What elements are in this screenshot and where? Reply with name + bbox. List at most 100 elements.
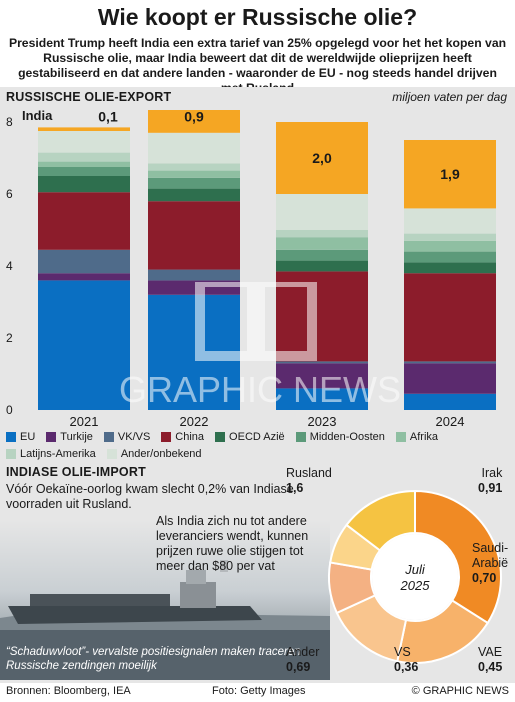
donut-center-month: Juli bbox=[404, 562, 426, 577]
x-tick-label: 2024 bbox=[436, 414, 465, 429]
bar-segment-afrika bbox=[276, 237, 368, 250]
legend-item-latijns-amerika: Latijns-Amerika bbox=[6, 448, 96, 460]
bar-segment-china bbox=[38, 192, 130, 250]
bar-segment-turkije bbox=[38, 273, 130, 281]
y-tick-label: 8 bbox=[6, 115, 13, 129]
donut-slice-ander bbox=[345, 489, 416, 552]
legend-item-china: China bbox=[161, 431, 204, 443]
bar-segment-vk-vs bbox=[404, 361, 496, 364]
bar-segment-oecd-azi- bbox=[148, 188, 240, 202]
donut-center-year: 2025 bbox=[400, 578, 431, 593]
legend-label: Ander/onbekend bbox=[120, 447, 202, 460]
bar-segment-ander-onbekend bbox=[276, 194, 368, 230]
bar-segment-eu bbox=[38, 280, 130, 410]
bar-segment-china bbox=[276, 271, 368, 362]
bar-segment-oecd-azi- bbox=[404, 262, 496, 274]
legend-swatch bbox=[215, 431, 226, 442]
legend-label: Midden-Oosten bbox=[309, 430, 385, 443]
legend-swatch bbox=[106, 448, 117, 459]
slice-label-irak: Irak 0,91 bbox=[478, 466, 503, 495]
bar-segment-latijns-amerika bbox=[148, 163, 240, 171]
india-data-label: 2,0 bbox=[312, 150, 332, 166]
x-tick-label: 2022 bbox=[180, 414, 209, 429]
export-bar-chart: 0 2 4 6 8 0,1 2021 0,9 2022 2,0 2023 1,9 2024 India bbox=[6, 110, 496, 429]
bar-segment-afrika bbox=[38, 161, 130, 167]
y-tick-label: 0 bbox=[6, 403, 13, 417]
photo-caption: “Schaduwvloot”- vervalste positiesignale… bbox=[6, 646, 301, 672]
unit-label: miljoen vaten per dag bbox=[392, 90, 507, 104]
bar-segment-vk-vs bbox=[276, 361, 368, 364]
legend-label: Latijns-Amerika bbox=[20, 447, 96, 460]
bar-segment-afrika bbox=[404, 240, 496, 252]
bar-segment-latijns-amerika bbox=[276, 230, 368, 238]
page-title: Wie koopt er Russische olie? bbox=[97, 4, 418, 30]
bar-segment-turkije bbox=[404, 363, 496, 394]
india-label: India bbox=[22, 110, 53, 123]
bar-segment-oecd-azi- bbox=[38, 176, 130, 193]
bar-segment-vk-vs bbox=[148, 269, 240, 281]
legend-swatch bbox=[6, 431, 16, 442]
bar-segment-midden-oosten bbox=[148, 177, 240, 189]
legend-label: Turkije bbox=[60, 430, 93, 443]
legend-swatch bbox=[395, 431, 406, 442]
bar-segment-china bbox=[148, 201, 240, 270]
import-note: Als India zich nu tot andere leverancier… bbox=[156, 514, 309, 573]
slice-label-rusland: Rusland 1,6 bbox=[286, 466, 332, 495]
import-intro: Vóór Oekaïne-oorlog kwam slecht 0,2% van… bbox=[6, 482, 294, 511]
india-data-label: 1,9 bbox=[440, 166, 460, 182]
bar-segment-midden-oosten bbox=[38, 167, 130, 176]
footer-copyright: © GRAPHIC NEWS bbox=[411, 685, 509, 697]
x-tick-label: 2023 bbox=[308, 414, 337, 429]
bar-segment-ander-onbekend bbox=[148, 132, 240, 164]
legend-label: China bbox=[175, 430, 205, 443]
bar-segment-ander-onbekend bbox=[404, 208, 496, 234]
tanker-photo bbox=[0, 520, 330, 680]
x-tick-label: 2021 bbox=[70, 414, 99, 429]
legend-row-1: EU Turkije VK/VS China OECD Azië Midden-Ooste… bbox=[6, 429, 511, 444]
legend-row-2: Latijns-Amerika Ander/onbekend bbox=[6, 446, 511, 461]
bar-segment-midden-oosten bbox=[404, 251, 496, 263]
slice-label-vae: VAE 0,45 bbox=[478, 645, 503, 674]
footer-photo-credit: Foto: Getty Images bbox=[212, 685, 306, 697]
legend-item-turkije: Turkije bbox=[46, 431, 93, 443]
india-data-label: 0,1 bbox=[98, 110, 118, 124]
legend-item-afrika: Afrika bbox=[395, 430, 439, 443]
bar-segment-latijns-amerika bbox=[404, 233, 496, 241]
y-tick-label: 4 bbox=[6, 259, 13, 273]
donut-hole bbox=[372, 534, 458, 620]
bar-segment-eu bbox=[148, 294, 240, 410]
slice-label-saudi: Saudi-Arabië 0,70 bbox=[472, 541, 509, 585]
legend-item-midden-oosten: Midden-Oosten bbox=[295, 430, 385, 443]
bar-segment-india bbox=[38, 127, 130, 131]
legend-swatch bbox=[103, 431, 114, 442]
slice-label-ander: Ander 0,69 bbox=[286, 645, 320, 674]
legend-swatch bbox=[295, 431, 306, 442]
india-data-label: 0,9 bbox=[184, 110, 204, 125]
bar-segment-midden-oosten bbox=[276, 249, 368, 261]
donut-slice-rusland bbox=[414, 489, 502, 625]
bar-segment-latijns-amerika bbox=[38, 152, 130, 162]
slice-label-vs: VS 0,36 bbox=[394, 645, 419, 674]
bar-segment-eu bbox=[276, 388, 368, 410]
export-section-title: RUSSISCHE OLIE-EXPORT bbox=[6, 90, 172, 104]
bar-segment-india bbox=[148, 110, 240, 133]
import-section-title: INDIASE OLIE-IMPORT bbox=[6, 465, 146, 479]
bar-segment-turkije bbox=[276, 363, 368, 389]
legend-label: Afrika bbox=[409, 430, 439, 443]
bar-segment-ander-onbekend bbox=[38, 131, 130, 153]
bar-segment-oecd-azi- bbox=[276, 260, 368, 272]
legend-swatch bbox=[46, 431, 57, 442]
legend-item-ander-onbekend: Ander/onbekend bbox=[106, 447, 202, 460]
bar-segment-india bbox=[276, 122, 368, 194]
legend-label: VK/VS bbox=[117, 430, 151, 443]
bar-segment-india bbox=[404, 140, 496, 209]
footer-sources: Bronnen: Bloomberg, IEA bbox=[6, 685, 131, 697]
legend-swatch bbox=[6, 448, 16, 459]
bar-segment-turkije bbox=[148, 280, 240, 295]
legend-swatch bbox=[161, 431, 172, 442]
legend-item-oecd-azi-: OECD Azië bbox=[215, 431, 285, 443]
legend-item-eu: EU bbox=[6, 431, 35, 443]
bar-segment-vk-vs bbox=[38, 249, 130, 274]
bar-segment-afrika bbox=[148, 170, 240, 178]
